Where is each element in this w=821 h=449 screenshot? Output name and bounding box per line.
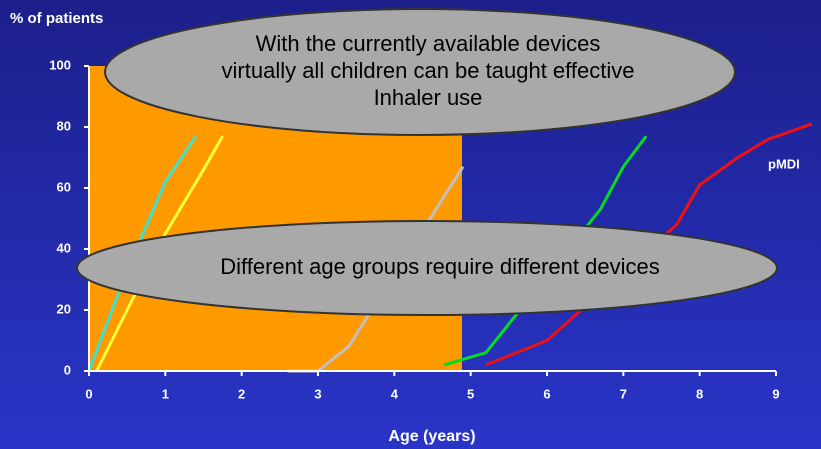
x-tick-label: 7 xyxy=(620,386,627,401)
callout-text: Different age groups require different d… xyxy=(220,254,659,279)
x-tick-label: 2 xyxy=(238,386,245,401)
callout-text: virtually all children can be taught eff… xyxy=(222,58,635,83)
x-tick-label: 3 xyxy=(314,386,321,401)
x-tick-label: 9 xyxy=(772,386,779,401)
y-tick-label: 60 xyxy=(57,179,71,194)
y-tick-label: 100 xyxy=(49,57,71,72)
x-tick-label: 6 xyxy=(543,386,550,401)
x-tick-label: 0 xyxy=(85,386,92,401)
y-tick-label: 0 xyxy=(64,362,71,377)
callout-text: With the currently available devices xyxy=(256,31,601,56)
plot: pMDI 0 20 40 60 80 100 0 1 2 3 4 5 6 7 8 9 xyxy=(49,57,813,401)
x-axis-label: Age (years) xyxy=(388,428,475,445)
x-tick-label: 4 xyxy=(391,386,399,401)
y-tick-label: 20 xyxy=(57,301,71,316)
series-line xyxy=(87,135,198,372)
callout-ellipse xyxy=(104,8,736,136)
callout-text: Inhaler use xyxy=(374,85,483,110)
series-label: pMDI xyxy=(768,156,800,171)
series-line xyxy=(443,135,648,367)
series-line xyxy=(95,135,224,372)
y-axis-label: % of patients xyxy=(10,10,103,27)
y-tick-label: 40 xyxy=(57,240,71,255)
x-tick-label: 1 xyxy=(162,386,169,401)
x-tick-label: 5 xyxy=(467,386,474,401)
series-line xyxy=(485,122,813,367)
x-tick-label: 8 xyxy=(696,386,703,401)
callout-ellipse xyxy=(76,220,778,316)
y-tick-label: 80 xyxy=(57,118,71,133)
